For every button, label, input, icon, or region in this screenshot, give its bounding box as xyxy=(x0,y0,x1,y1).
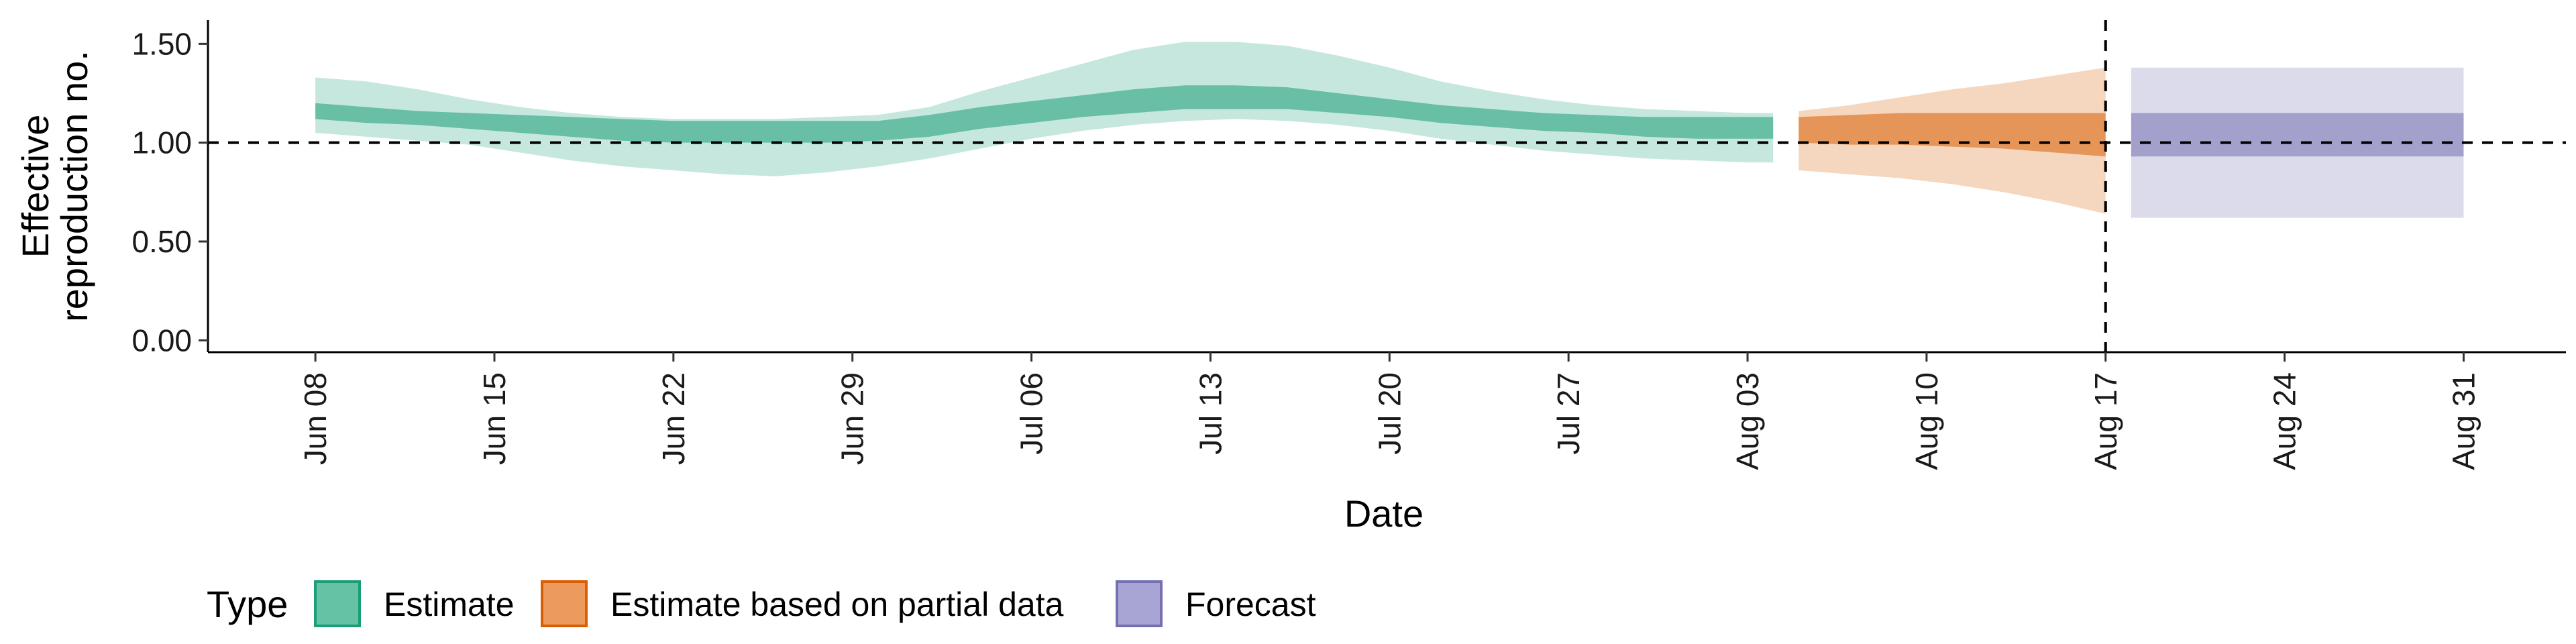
y-axis-title-line: Effective xyxy=(14,115,56,258)
forecast-inner-band xyxy=(2131,113,2464,157)
x-tick-label: Jul 13 xyxy=(1193,372,1228,455)
x-axis-title: Date xyxy=(1344,492,1424,535)
legend-key xyxy=(541,580,588,627)
legend-key xyxy=(1116,580,1163,627)
legend-label: Estimate based on partial data xyxy=(610,586,1064,623)
x-tick-label: Jun 15 xyxy=(477,372,512,465)
x-tick-label: Jun 29 xyxy=(835,372,870,465)
y-tick-label: 1.50 xyxy=(131,26,192,61)
x-tick-label: Aug 03 xyxy=(1730,372,1765,470)
x-tick-label: Aug 31 xyxy=(2447,372,2481,470)
legend-label: Estimate xyxy=(384,586,515,623)
x-tick-label: Aug 10 xyxy=(1909,372,1944,470)
legend-key xyxy=(314,580,361,627)
estimate-inner-band xyxy=(315,85,1774,143)
x-tick-label: Jul 06 xyxy=(1014,372,1049,455)
y-tick-label: 0.00 xyxy=(131,323,192,358)
reference-lines-layer xyxy=(208,20,2566,352)
legend-label: Forecast xyxy=(1185,586,1316,623)
y-axis-title-line: reproduction no. xyxy=(53,50,95,322)
y-tick-label: 0.50 xyxy=(131,224,192,259)
legend-title: Type xyxy=(207,583,288,625)
x-tick-label: Aug 24 xyxy=(2267,372,2302,470)
legend: Type Estimate Estimate based on partial da… xyxy=(207,580,1316,627)
x-tick-label: Jul 20 xyxy=(1372,372,1407,455)
x-tick-label: Aug 17 xyxy=(2088,372,2123,470)
x-tick-label: Jul 27 xyxy=(1551,372,1586,455)
x-tick-label: Jun 08 xyxy=(298,372,333,465)
estimate-based-on-partial-data-inner-band xyxy=(1799,113,2106,157)
x-tick-label: Jun 22 xyxy=(656,372,691,465)
axes-layer: 0.00 0.50 1.00 1.50 Jun 08 Jun 15 Jun 22 Jun 29… xyxy=(131,20,2566,470)
bands-layer xyxy=(315,42,2464,218)
y-tick-label: 1.00 xyxy=(131,125,192,160)
